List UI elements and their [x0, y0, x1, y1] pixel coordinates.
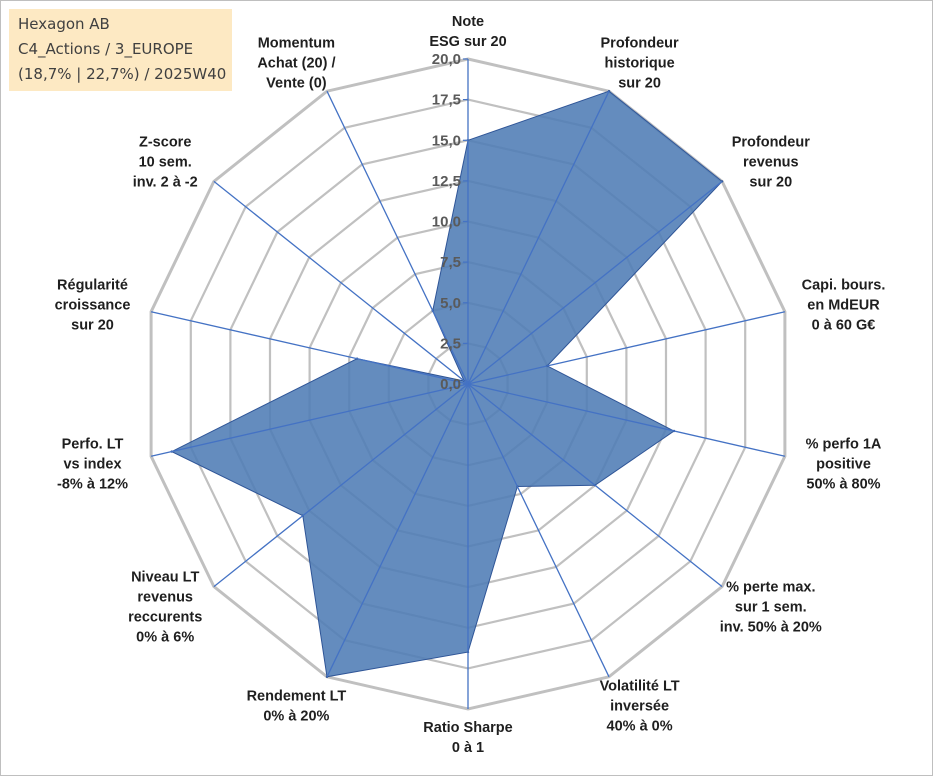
- axis-label-line: Capi. bours.: [802, 278, 886, 294]
- axis-label-line: revenus: [137, 590, 193, 606]
- axis-label-line: Achat (20) /: [257, 55, 335, 71]
- axis-label-line: positive: [816, 456, 871, 472]
- axis-label-line: en MdEUR: [807, 298, 880, 314]
- axis-label-line: 0 à 60 G€: [812, 318, 876, 334]
- axis-label-line: Z-score: [139, 134, 191, 150]
- axis-label-line: Ratio Sharpe: [423, 720, 512, 736]
- tick-label: 15,0: [432, 132, 461, 149]
- axis-label: Capi. bours. en MdEUR 0 à 60 G€: [802, 278, 886, 334]
- axis-spoke: [150, 383, 469, 457]
- portfolio-path: C4_Actions / 3_EUROPE: [18, 40, 194, 58]
- axis-label-line: 0 à 1: [452, 740, 484, 756]
- spoke-layer: [150, 59, 786, 709]
- axis-label-line: Vente (0): [266, 75, 327, 91]
- axis-spoke: [467, 383, 610, 678]
- tick-label: 2,5: [440, 335, 461, 352]
- axis-label-line: Profondeur: [601, 35, 679, 51]
- axis-label: Rendement LT 0% à 20%: [247, 689, 347, 725]
- axis-label-line: % perfo 1A: [806, 436, 882, 452]
- axis-label-line: 50% à 80%: [806, 476, 880, 492]
- axis-label: Profondeur revenus sur 20: [732, 134, 810, 190]
- axis-label-line: 0% à 6%: [136, 630, 194, 646]
- axis-label: Ratio Sharpe 0 à 1: [423, 720, 512, 756]
- axis-spoke: [467, 383, 723, 588]
- axis-spoke: [326, 383, 469, 678]
- axis-label-line: Volatilité LT: [600, 679, 680, 695]
- axis-label-line: Niveau LT: [131, 570, 199, 586]
- tick-label: 10,0: [432, 214, 461, 231]
- axis-spoke: [467, 383, 786, 457]
- axis-label: Momentum Achat (20) / Vente (0): [257, 35, 335, 91]
- axis-label: Niveau LT revenus reccurents 0% à 6%: [128, 570, 202, 646]
- axis-label-line: historique: [605, 55, 675, 71]
- axis-label-line: sur 20: [618, 75, 661, 91]
- axis-label-line: inv. 2 à -2: [133, 174, 198, 190]
- performance-week: (18,7% | 22,7%) / 2025W40: [18, 65, 227, 83]
- label-layer: Note ESG sur 20 Profondeur historique sur 20…: [55, 14, 886, 756]
- axis-label-line: 0% à 20%: [263, 709, 329, 725]
- axis-label-line: Momentum: [258, 35, 335, 51]
- axis-label-line: 10 sem.: [139, 154, 192, 170]
- axis-label-line: sur 1 sem.: [735, 600, 807, 616]
- tick-label: 7,5: [440, 254, 461, 271]
- axis-label-line: % perte max.: [726, 580, 815, 596]
- axis-label-line: revenus: [743, 154, 799, 170]
- axis-label-line: reccurents: [128, 610, 202, 626]
- axis-spoke: [467, 311, 786, 385]
- axis-label: % perfo 1A positive 50% à 80%: [806, 436, 882, 492]
- axis-label-line: ESG sur 20: [429, 34, 506, 50]
- axis-label-line: sur 20: [71, 318, 114, 334]
- axis-spoke: [467, 180, 723, 385]
- tick-label: 5,0: [440, 295, 461, 312]
- axis-spoke: [326, 90, 469, 385]
- axis-label: Note ESG sur 20: [429, 14, 506, 50]
- axis-label: Z-score 10 sem. inv. 2 à -2: [133, 134, 198, 190]
- axis-spoke: [150, 311, 469, 385]
- tick-label: 20,0: [432, 51, 461, 68]
- axis-label: Perfo. LT vs index -8% à 12%: [57, 436, 128, 492]
- axis-spoke: [213, 180, 469, 385]
- tick-label: 17,5: [432, 92, 461, 109]
- axis-label-line: Rendement LT: [247, 689, 347, 705]
- info-box: Hexagon AB C4_Actions / 3_EUROPE (18,7% …: [9, 9, 232, 91]
- axis-label-line: Note: [452, 14, 484, 30]
- axis-label-line: sur 20: [749, 174, 792, 190]
- tick-layer: 0,0 2,5 5,0 7,5 10,0 12,5 15,0 17,5 20,0: [432, 51, 468, 393]
- axis-label-line: Perfo. LT: [62, 436, 124, 452]
- axis-label: Régularité croissance sur 20: [55, 278, 131, 334]
- axis-label: % perte max. sur 1 sem. inv. 50% à 20%: [720, 580, 822, 636]
- axis-spoke: [467, 90, 610, 385]
- axis-spoke: [213, 383, 469, 588]
- tick-label: 12,5: [432, 173, 461, 190]
- axis-label: Volatilité LT inversée 40% à 0%: [600, 679, 680, 735]
- axis-label-line: inv. 50% à 20%: [720, 620, 822, 636]
- axis-label-line: Profondeur: [732, 134, 810, 150]
- axis-label-line: Régularité: [57, 278, 128, 294]
- axis-label-line: vs index: [63, 456, 121, 472]
- axis-label-line: -8% à 12%: [57, 476, 128, 492]
- company-name: Hexagon AB: [18, 15, 110, 33]
- tick-label: 0,0: [440, 376, 461, 393]
- axis-label-line: 40% à 0%: [607, 719, 673, 735]
- axis-label-line: croissance: [55, 298, 131, 314]
- axis-label-line: inversée: [610, 699, 669, 715]
- axis-label: Profondeur historique sur 20: [601, 35, 679, 91]
